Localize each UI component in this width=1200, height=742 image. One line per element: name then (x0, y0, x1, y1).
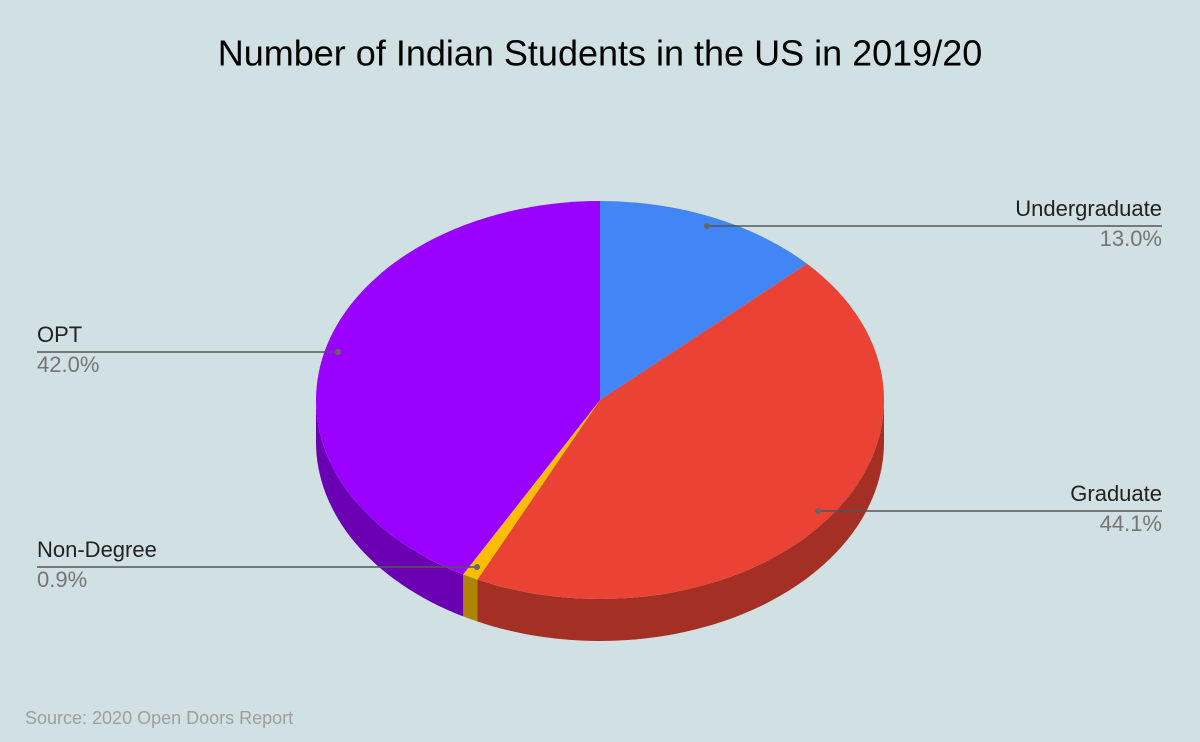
value-label: 42.0% (37, 352, 99, 377)
slice-side (463, 574, 478, 622)
value-label: 13.0% (1100, 226, 1162, 251)
slice (316, 201, 600, 575)
slice (477, 263, 885, 600)
value-label: 0.9% (37, 567, 87, 592)
leader-dot (704, 223, 710, 229)
slice-side (316, 400, 464, 617)
category-label: Graduate (1070, 481, 1162, 506)
leader-dot (335, 349, 341, 355)
leader-dot (815, 508, 821, 514)
slice (463, 400, 600, 580)
value-label: 44.1% (1100, 511, 1162, 536)
category-label: Undergraduate (1015, 196, 1162, 221)
slice (600, 201, 808, 400)
leader-dot (474, 564, 480, 570)
source-note: Source: 2020 Open Doors Report (25, 708, 293, 728)
category-label: Non-Degree (37, 537, 157, 562)
chart-title: Number of Indian Students in the US in 2… (218, 33, 983, 74)
slice-side (477, 400, 884, 641)
category-label: OPT (37, 322, 82, 347)
